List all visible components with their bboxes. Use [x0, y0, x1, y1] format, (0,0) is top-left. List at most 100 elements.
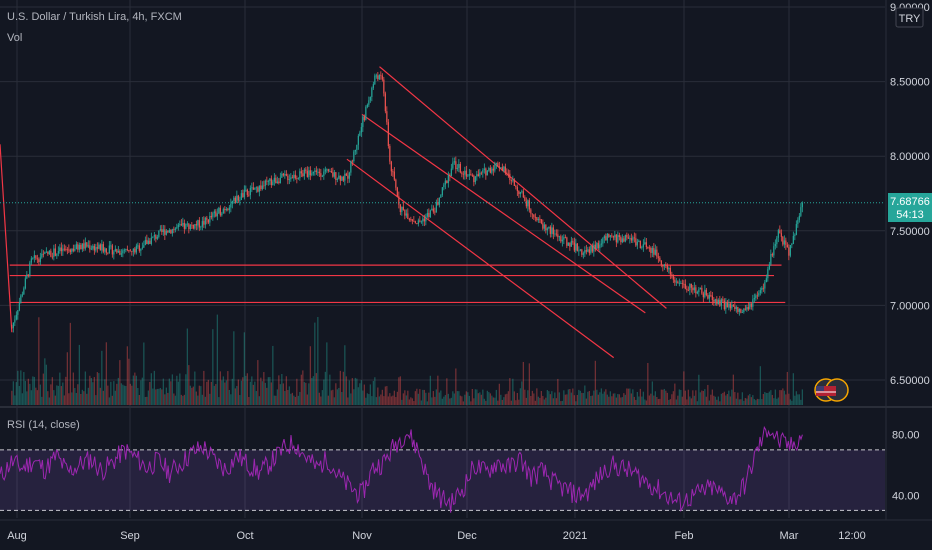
candle-body [372, 84, 374, 88]
candle-body [608, 233, 610, 237]
candle-body [90, 248, 92, 250]
candle-body [174, 228, 176, 230]
price-tag-countdown: 54:13 [896, 209, 924, 221]
volume-bar [626, 388, 628, 405]
volume-bar [699, 392, 701, 405]
volume-bar [600, 388, 602, 405]
candle-body [296, 178, 298, 180]
volume-bar [158, 388, 160, 405]
volume-bar [716, 399, 718, 405]
volume-bar [726, 394, 728, 405]
candle-body [446, 180, 448, 184]
candle-body [173, 229, 175, 230]
candle-body [303, 169, 305, 177]
volume-bar [288, 386, 290, 405]
candle-body [252, 187, 254, 190]
volume-bar [461, 396, 463, 405]
candle-body [510, 180, 512, 181]
volume-bar [141, 377, 143, 405]
candle-body [689, 283, 691, 291]
volume-bar [29, 383, 31, 405]
candle-body [437, 202, 439, 205]
volume-bar [354, 377, 356, 405]
volume-bar [443, 396, 445, 405]
candle-body [461, 172, 463, 174]
candle-body [74, 248, 76, 251]
volume-bar [660, 389, 662, 405]
candle-body [638, 240, 640, 242]
volume-bar [528, 363, 530, 405]
candle-body [357, 135, 359, 145]
volume-bar [651, 381, 653, 405]
candle-body [605, 236, 607, 241]
candle-body [504, 166, 506, 173]
candle-body [656, 249, 658, 257]
volume-bar [681, 396, 683, 405]
candle-body [330, 171, 332, 173]
candle-body [798, 215, 800, 220]
candle-body [449, 175, 451, 177]
candle-body [641, 247, 643, 249]
volume-bar [693, 395, 695, 405]
candle-body [378, 74, 380, 80]
candle-body [773, 246, 775, 256]
candle-body [389, 145, 391, 162]
candle-body [695, 287, 697, 294]
volume-bar [26, 391, 28, 405]
candle-body [314, 170, 316, 172]
volume-bar [801, 389, 803, 405]
candle-body [585, 250, 587, 252]
volume-bar [506, 393, 508, 405]
volume-bar [236, 386, 238, 405]
trendlines[interactable] [0, 66, 786, 359]
volume-bar [24, 380, 26, 405]
volume-bar [198, 385, 200, 405]
volume-bar [369, 384, 371, 405]
volume-bar [53, 390, 55, 405]
candle-body [11, 327, 13, 329]
volume-bar [116, 383, 118, 405]
volume-bar [731, 389, 733, 405]
candle-body [741, 312, 743, 313]
price-axis[interactable]: 9.000008.500008.000007.500007.000006.500… [890, 2, 930, 502]
price-tag [888, 193, 932, 222]
time-axis[interactable]: Aug Sep Oct Nov Dec 2021 Feb Mar 12:00 [7, 530, 866, 542]
candle-body [620, 236, 622, 243]
volume-bar [420, 400, 422, 405]
volume-bar [59, 372, 61, 405]
volume-bar [489, 393, 491, 405]
candle-body [59, 247, 61, 252]
volume-bar [171, 374, 173, 405]
candle-body [374, 75, 376, 85]
volume-bar [18, 385, 20, 405]
economic-events-icon[interactable] [814, 378, 849, 402]
volume-bar [227, 371, 229, 405]
candle-body [128, 250, 130, 252]
currency-badge-box[interactable] [895, 7, 924, 28]
candle-body [786, 244, 788, 248]
volume-bar [401, 399, 403, 405]
volume-bar [12, 381, 14, 405]
candle-body [206, 217, 208, 220]
volume-bar [669, 399, 671, 405]
grid-lines [0, 0, 932, 521]
volume-bar [671, 394, 673, 405]
volume-bar [252, 384, 254, 405]
candle-body [590, 245, 592, 253]
candle-body [699, 287, 701, 290]
candle-body [539, 218, 541, 220]
candle-body [105, 248, 107, 253]
candle-body [383, 79, 385, 94]
volume-bar [390, 396, 392, 405]
candle-body [555, 233, 557, 235]
volume-bar [92, 382, 94, 405]
candle-body [339, 175, 341, 181]
candle-body [533, 214, 535, 217]
volume-bar [773, 398, 775, 405]
volume-bar [662, 389, 664, 405]
volume-bar [446, 378, 448, 405]
volume-bar [35, 387, 37, 405]
volume-bar [300, 374, 302, 405]
candle-body [390, 161, 392, 172]
